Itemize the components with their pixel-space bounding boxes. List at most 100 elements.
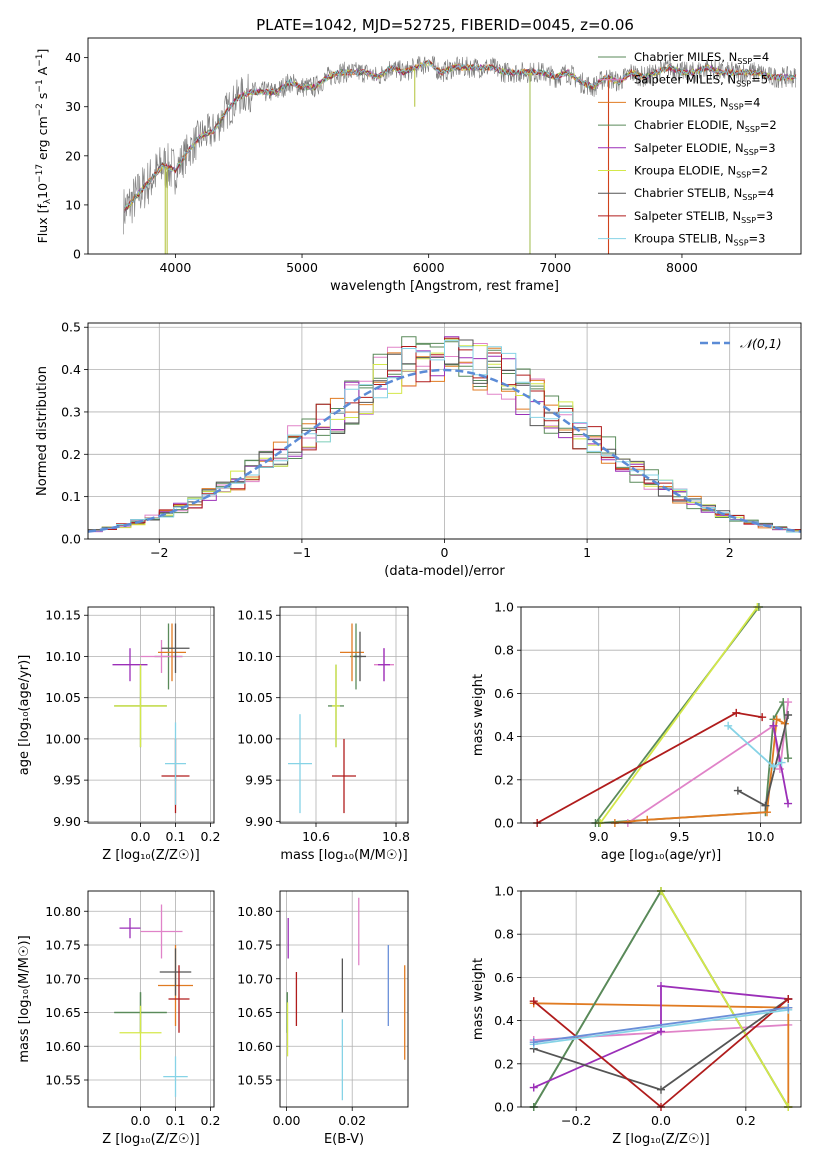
y-tick-label: 0.0 (494, 1100, 514, 1115)
x-tick-label: 1 (583, 545, 591, 560)
y-tick-label: 10.05 (237, 690, 273, 705)
axes-frame (520, 890, 802, 1108)
y-tick-label: 10.70 (237, 971, 273, 986)
legend-entry: Salpeter ELODIE, NSSP=3 (634, 141, 776, 157)
weight-marker (657, 982, 665, 991)
y-tick-label: 0.2 (494, 1056, 514, 1071)
y-tick-label: 0.4 (494, 1013, 514, 1028)
mass-vs-ebv-panel: 0.00 0.02 10.55 10.60 10.65 10.70 10.75 10.80 E(… (237, 890, 409, 1147)
y-tick-label: 0.0 (61, 532, 81, 547)
y-tick-label: 0.8 (494, 927, 514, 942)
legend-entry: Salpeter MILES, NSSP=5 (634, 73, 768, 89)
x-axis-label: mass [log₁₀(M/M☉)] (280, 848, 407, 863)
y-tick-label: 10.60 (45, 1039, 81, 1054)
x-tick-label: −2 (150, 545, 168, 560)
weight-marker (769, 721, 778, 730)
legend-entry: 𝒩(0,1) (740, 336, 782, 351)
x-tick-label: 6000 (413, 260, 445, 275)
legend-entry: Kroupa STELIB, NSSP=3 (634, 232, 765, 248)
x-tick-label: 7000 (539, 260, 571, 275)
y-tick-label: 10.15 (237, 608, 273, 623)
y-axis-label: Flux [fλ10−17 erg cm−2 s−1 A−1] (35, 49, 53, 244)
weight-marker (772, 715, 781, 724)
weight-marker (529, 1083, 538, 1092)
weight-line (533, 985, 789, 1089)
y-tick-label: 0.4 (494, 729, 514, 744)
weight-marker (784, 698, 793, 707)
y-tick-label: 0.1 (61, 489, 81, 504)
y-tick-label: 9.90 (53, 814, 81, 829)
y-tick-label: 10.15 (45, 608, 81, 623)
weight-line (599, 606, 759, 824)
weight-marker (784, 799, 793, 808)
weight-line (772, 725, 789, 804)
x-tick-label: 0.0 (131, 829, 151, 844)
y-tick-label: 10.00 (237, 731, 273, 746)
y-tick-label: 10.05 (45, 690, 81, 705)
page-title: PLATE=1042, MJD=52725, FIBERID=0045, z=0… (256, 16, 634, 34)
axes-frame (279, 606, 409, 824)
mass-weight-vs-age-panel: 9.0 9.5 10.0 0.0 0.2 0.4 0.6 0.8 1.0 age [log₁₀(a… (471, 600, 802, 863)
y-tick-label: 1.0 (494, 884, 514, 899)
x-tick-label: 5000 (286, 260, 318, 275)
y-tick-label: 10.70 (45, 971, 81, 986)
weight-marker (761, 801, 770, 810)
weight-line (533, 1008, 789, 1046)
legend-entry: Salpeter STELIB, NSSP=3 (634, 209, 773, 225)
x-tick-label: −0.2 (561, 1113, 591, 1128)
x-tick-label: 10.6 (302, 829, 330, 844)
y-tick-label: 40 (65, 50, 81, 65)
x-tick-label: 0.1 (166, 829, 186, 844)
legend-entry: Kroupa MILES, NSSP=4 (634, 95, 760, 111)
weight-marker (777, 758, 786, 767)
mass-vs-metallicity-panel: 0.0 0.1 0.2 10.55 10.60 10.65 10.70 10.75 10.80 Z… (17, 890, 221, 1147)
x-tick-label: 0.0 (651, 1113, 671, 1128)
y-tick-label: 10.10 (45, 649, 81, 664)
x-tick-label: 0.2 (201, 829, 221, 844)
weight-line (533, 1006, 789, 1044)
weight-marker (784, 711, 793, 719)
axes-frame (87, 37, 802, 255)
y-tick-label: 10.55 (237, 1073, 273, 1088)
weight-line (598, 699, 789, 824)
weight-marker (769, 762, 778, 771)
x-tick-label: 10.0 (747, 829, 775, 844)
weight-marker (643, 815, 652, 824)
weight-marker (784, 1003, 793, 1012)
y-tick-label: 10.80 (45, 904, 81, 919)
x-tick-label: −1 (293, 545, 311, 560)
axes-frame (279, 890, 409, 1108)
age-vs-mass-panel: 10.6 10.8 9.90 9.95 10.00 10.05 10.10 10.15 mass… (237, 606, 410, 863)
y-tick-label: 10 (65, 197, 81, 212)
y-tick-label: 10.65 (237, 1005, 273, 1020)
y-tick-label: 30 (65, 99, 81, 114)
weight-marker (763, 808, 772, 817)
axes-frame (87, 322, 802, 540)
y-axis-label: mass [log₁₀(M/M☉)] (17, 935, 32, 1062)
x-tick-label: 0.00 (273, 1113, 301, 1128)
x-axis-label: Z [log₁₀(Z/Z☉)] (102, 1132, 199, 1147)
x-tick-label: 0.2 (736, 1113, 756, 1128)
weight-line (660, 890, 790, 1108)
weight-marker (784, 995, 793, 1003)
legend-entry: Chabrier ELODIE, NSSP=2 (634, 118, 777, 134)
y-tick-label: 0.2 (61, 447, 81, 462)
x-tick-label: 4000 (159, 260, 191, 275)
y-axis-label: Normed distribution (35, 366, 50, 496)
x-axis-label: E(B-V) (324, 1132, 364, 1147)
y-axis-label: mass weight (471, 674, 486, 756)
x-tick-label: 0.1 (166, 1113, 186, 1128)
axes-frame (87, 606, 215, 824)
y-tick-label: 1.0 (494, 600, 514, 615)
residual-histogram-panel: −2 −1 0 1 2 0.0 0.1 0.2 0.3 0.4 0.5 (data-model)/er… (35, 320, 802, 579)
y-tick-label: 0.6 (494, 970, 514, 985)
weight-marker (775, 765, 784, 773)
y-tick-label: 9.95 (245, 773, 273, 788)
y-tick-label: 10.10 (237, 649, 273, 664)
y-tick-label: 10.75 (237, 938, 273, 953)
x-axis-label: wavelength [Angstrom, rest frame] (330, 279, 559, 294)
y-tick-label: 0.3 (61, 404, 81, 419)
x-tick-label: 0.2 (201, 1113, 221, 1128)
y-axis-label: mass weight (471, 958, 486, 1040)
